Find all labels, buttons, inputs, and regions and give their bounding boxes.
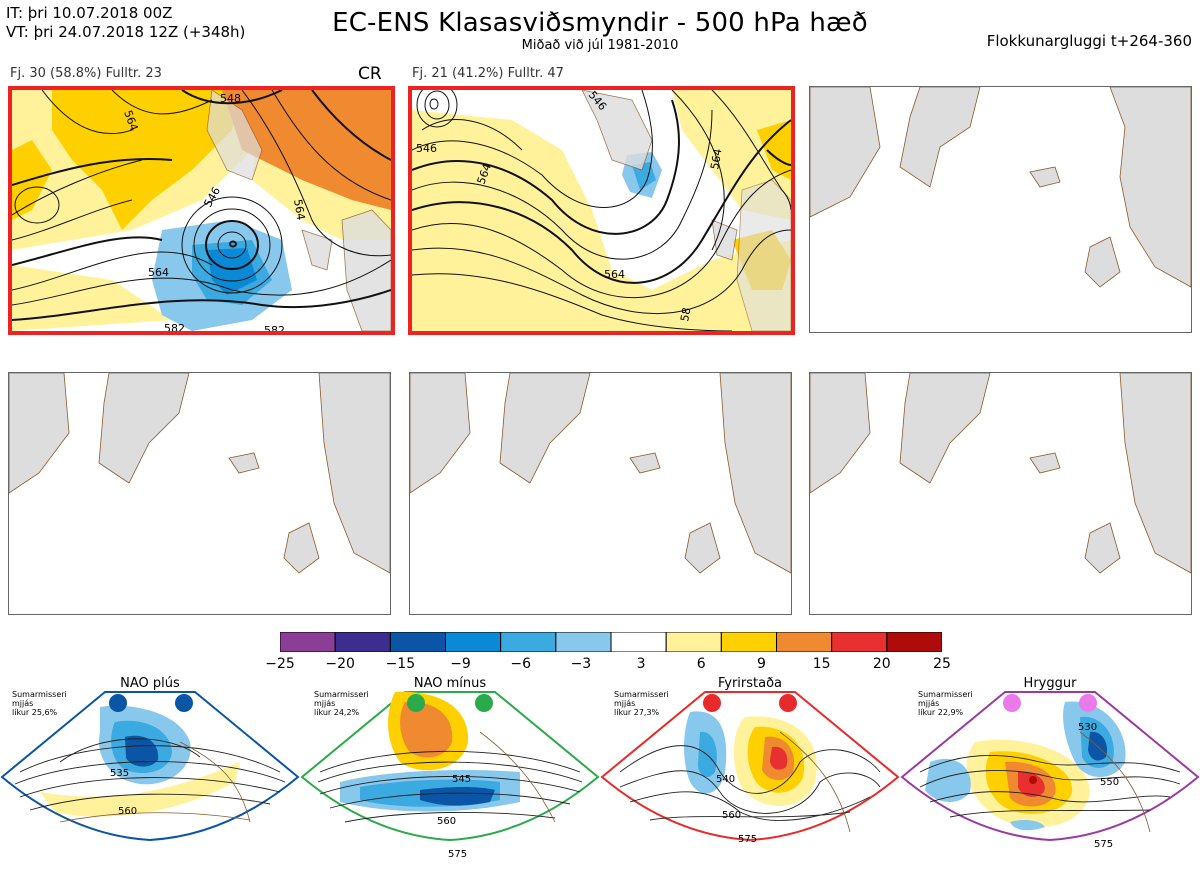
svg-text:575: 575 bbox=[1094, 839, 1113, 850]
regime-row: 535 560 545 560 575 bbox=[0, 672, 1200, 871]
colorbar-tick-label: −9 bbox=[450, 656, 471, 672]
svg-text:582: 582 bbox=[264, 324, 285, 331]
page-title: EC-ENS Klasasviðsmyndir - 500 hPa hæð bbox=[332, 8, 868, 38]
colorbar-swatch bbox=[555, 631, 612, 653]
colorbar bbox=[279, 631, 943, 653]
panel-2-label: Fj. 21 (41.2%) Fulltr. 47 bbox=[412, 66, 564, 81]
svg-text:564: 564 bbox=[604, 268, 625, 281]
empty-map bbox=[810, 373, 1191, 574]
colorbar-tick-label: 3 bbox=[636, 656, 646, 672]
svg-text:548: 548 bbox=[220, 92, 241, 105]
regime-nao-plus: 535 560 bbox=[0, 691, 300, 842]
colorbar-ticks: −25 −20 −15 −9 −6 −3 3 6 9 15 20 25 bbox=[265, 656, 951, 674]
colorbar-swatch bbox=[334, 631, 391, 653]
svg-text:560: 560 bbox=[722, 810, 741, 821]
colorbar-tick-label: −20 bbox=[325, 656, 355, 672]
empty-map bbox=[9, 373, 390, 574]
svg-text:575: 575 bbox=[738, 834, 757, 845]
cluster-panel-1[interactable]: 548 564 546 564 564 582 582 bbox=[8, 86, 395, 335]
regime-2-title: NAO mínus bbox=[413, 676, 487, 691]
cluster-panel-2[interactable]: 546 546 564 564 564 58 bbox=[408, 86, 795, 335]
empty-map bbox=[810, 87, 1191, 288]
panel-1-tag: CR bbox=[358, 64, 382, 84]
cluster-panel-6 bbox=[809, 372, 1192, 615]
valid-time: VT: þri 24.07.2018 12Z (+348h) bbox=[6, 23, 246, 41]
colorbar-swatch bbox=[665, 631, 722, 653]
regime-maps: 535 560 545 560 575 bbox=[0, 691, 1200, 860]
colorbar-swatch bbox=[445, 631, 502, 653]
colorbar-swatch bbox=[279, 631, 336, 653]
svg-text:560: 560 bbox=[437, 816, 456, 827]
colorbar-swatch bbox=[720, 631, 778, 653]
cluster-panel-4 bbox=[8, 372, 391, 615]
colorbar-swatches bbox=[279, 631, 943, 653]
svg-text:564: 564 bbox=[708, 148, 724, 171]
regime-3-title: Fyrirstaða bbox=[717, 676, 783, 691]
svg-text:560: 560 bbox=[118, 806, 137, 817]
colorbar-swatch bbox=[389, 631, 447, 653]
colorbar-swatch bbox=[886, 631, 943, 653]
page-subtitle: Miðað við júl 1981-2010 bbox=[521, 38, 679, 53]
regime-1-stats: Sumarmisseri mjjás líkur 25,6% bbox=[12, 690, 67, 717]
colorbar-tick-label: 9 bbox=[756, 656, 766, 672]
regime-blocking: 540 560 575 bbox=[600, 691, 900, 845]
colorbar-tick-label: 15 bbox=[812, 656, 831, 672]
colorbar-swatch bbox=[500, 631, 557, 653]
svg-text:58: 58 bbox=[678, 306, 693, 322]
colorbar-tick-label: −25 bbox=[265, 656, 295, 672]
colorbar-tick-label: −15 bbox=[385, 656, 416, 672]
cluster-panel-3 bbox=[809, 86, 1192, 333]
colorbar-tick-label: 25 bbox=[933, 656, 951, 672]
svg-text:546: 546 bbox=[416, 142, 437, 155]
svg-text:564: 564 bbox=[291, 198, 307, 221]
cluster-2-map: 546 546 564 564 564 58 bbox=[412, 90, 791, 331]
regime-3-stats: Sumarmisseri mjjás líkur 27,3% bbox=[614, 690, 669, 717]
regime-4-title: Hryggur bbox=[1023, 676, 1077, 691]
svg-text:575: 575 bbox=[448, 849, 467, 860]
svg-text:530: 530 bbox=[1078, 722, 1097, 733]
colorbar-tick-label: −6 bbox=[510, 656, 532, 672]
svg-text:545: 545 bbox=[452, 774, 471, 785]
colorbar-swatch bbox=[776, 631, 833, 653]
regime-1-title: NAO plús bbox=[120, 676, 180, 691]
run-info: IT: þri 10.07.2018 00Z VT: þri 24.07.201… bbox=[6, 4, 245, 42]
svg-text:550: 550 bbox=[1100, 777, 1119, 788]
height-contours bbox=[412, 90, 791, 331]
initial-time: IT: þri 10.07.2018 00Z bbox=[6, 4, 173, 22]
colorbar-tick-label: 20 bbox=[872, 656, 891, 672]
colorbar-swatch bbox=[831, 631, 888, 653]
regime-4-stats: Sumarmisseri mjjás líkur 22,9% bbox=[918, 690, 973, 717]
colorbar-swatch bbox=[610, 631, 667, 653]
colorbar-tick-label: −3 bbox=[570, 656, 592, 672]
regime-2-stats: Sumarmisseri mjjás líkur 24,2% bbox=[314, 690, 369, 717]
regime-nao-minus: 545 560 575 bbox=[300, 691, 600, 860]
svg-text:540: 540 bbox=[716, 774, 735, 785]
regime-ridge: 530 550 575 bbox=[900, 691, 1200, 850]
anomaly-fill bbox=[12, 90, 391, 331]
svg-text:535: 535 bbox=[110, 768, 129, 779]
height-contours bbox=[12, 90, 391, 321]
colorbar-tick-label: 6 bbox=[696, 656, 706, 672]
svg-text:582: 582 bbox=[164, 322, 185, 331]
empty-map bbox=[410, 373, 791, 574]
land-outline bbox=[581, 90, 791, 331]
cluster-panel-5 bbox=[409, 372, 792, 615]
cluster-1-map: 548 564 546 564 564 582 582 bbox=[12, 90, 391, 331]
panel-1-label: Fj. 30 (58.8%) Fulltr. 23 bbox=[10, 66, 162, 81]
cluster-window-label: Flokkunargluggi t+264-360 bbox=[986, 32, 1192, 50]
svg-text:564: 564 bbox=[148, 266, 169, 279]
